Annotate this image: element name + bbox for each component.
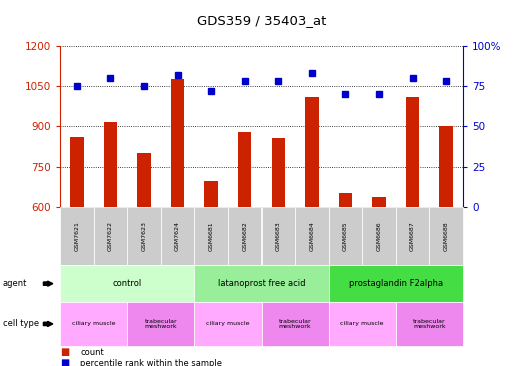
- Text: control: control: [112, 279, 142, 288]
- Text: latanoprost free acid: latanoprost free acid: [218, 279, 305, 288]
- Text: cell type: cell type: [3, 320, 39, 328]
- Bar: [238, 132, 252, 207]
- Text: GSM6686: GSM6686: [377, 221, 381, 251]
- Bar: [70, 137, 84, 207]
- Text: GDS359 / 35403_at: GDS359 / 35403_at: [197, 14, 326, 27]
- Text: GSM6687: GSM6687: [410, 221, 415, 251]
- Bar: [138, 153, 151, 207]
- Text: ciliary muscle: ciliary muscle: [340, 321, 384, 326]
- Text: ■: ■: [60, 358, 70, 366]
- Text: GSM6682: GSM6682: [242, 221, 247, 251]
- Text: trabecular
meshwork: trabecular meshwork: [144, 318, 177, 329]
- Text: GSM6688: GSM6688: [444, 221, 449, 251]
- Text: count: count: [80, 348, 104, 356]
- Text: GSM7623: GSM7623: [142, 221, 146, 251]
- Text: agent: agent: [3, 279, 27, 288]
- Text: GSM7621: GSM7621: [74, 221, 79, 251]
- Bar: [305, 97, 319, 207]
- Bar: [406, 97, 419, 207]
- Text: ■: ■: [60, 347, 70, 357]
- Text: GSM6685: GSM6685: [343, 221, 348, 251]
- Text: ciliary muscle: ciliary muscle: [206, 321, 249, 326]
- Bar: [171, 79, 184, 207]
- Bar: [439, 126, 453, 207]
- Text: GSM6683: GSM6683: [276, 221, 281, 251]
- Text: GSM6684: GSM6684: [309, 221, 314, 251]
- Text: GSM7622: GSM7622: [108, 221, 113, 251]
- Text: trabecular
meshwork: trabecular meshwork: [279, 318, 311, 329]
- Text: percentile rank within the sample: percentile rank within the sample: [80, 359, 222, 366]
- Bar: [271, 138, 285, 207]
- Bar: [339, 193, 352, 207]
- Bar: [372, 197, 385, 207]
- Text: prostaglandin F2alpha: prostaglandin F2alpha: [349, 279, 443, 288]
- Text: GSM6681: GSM6681: [209, 221, 214, 251]
- Text: ciliary muscle: ciliary muscle: [72, 321, 116, 326]
- Bar: [204, 181, 218, 207]
- Text: GSM7624: GSM7624: [175, 221, 180, 251]
- Text: trabecular
meshwork: trabecular meshwork: [413, 318, 446, 329]
- Bar: [104, 122, 117, 207]
